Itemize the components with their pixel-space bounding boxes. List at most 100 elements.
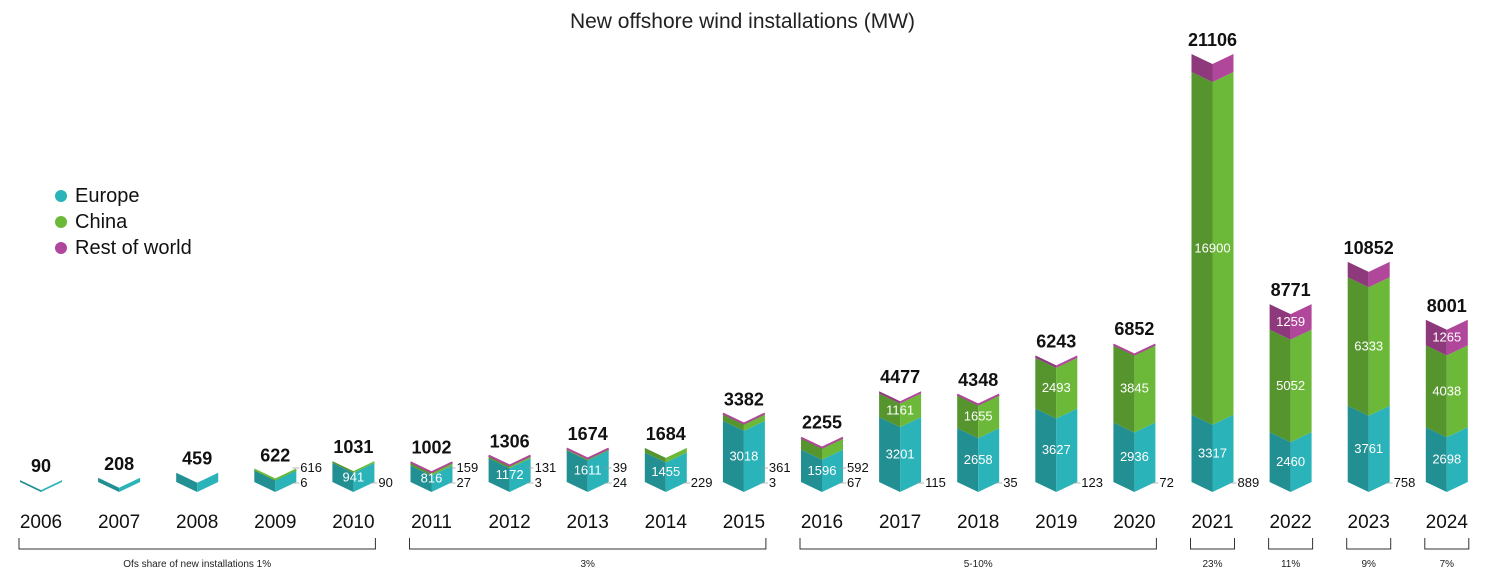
bar-europe-2007-left [98, 477, 120, 492]
bar-europe-2019-right [1056, 408, 1078, 492]
bar-europe-2015-right [743, 420, 765, 492]
bar-china-2021-right [1212, 72, 1234, 425]
total-label-2009: 622 [260, 445, 290, 465]
share-bracket-2 [799, 538, 1157, 550]
side-label-2011-0: 159 [457, 460, 479, 475]
side-label-2009-0: 616 [300, 460, 322, 475]
segment-label-china-2018: 1655 [964, 408, 993, 423]
bar-europe-2016-left [801, 449, 822, 492]
x-tick-label-2009: 2009 [254, 512, 296, 533]
segment-label-europe-2017: 3201 [886, 447, 915, 462]
bar-rest-of-world-2022-right [1290, 304, 1312, 340]
bar-europe-2011-right [431, 465, 453, 492]
bar-china-2023-left [1347, 277, 1369, 416]
segment-label-europe-2018: 2658 [964, 452, 993, 467]
bar-europe-2023-left [1347, 405, 1369, 492]
bar-europe-2010-right [353, 462, 375, 492]
bar-china-2009 [253, 468, 297, 481]
bar-rest-of-world-2020 [1112, 343, 1156, 356]
x-tick-label-2016: 2016 [801, 512, 843, 533]
share-bracket-0 [18, 538, 376, 550]
side-label-2019-0: 123 [1081, 475, 1103, 490]
bar-europe-2017-right [900, 417, 922, 492]
segment-label-china-2020: 3845 [1120, 380, 1149, 395]
bar-europe-2009-right [275, 469, 297, 492]
bar-europe-2006-right [41, 480, 62, 492]
side-label-2013-1: 24 [613, 475, 627, 490]
bar-europe-2024-left [1425, 427, 1447, 492]
bar-china-2016-left [801, 437, 822, 460]
x-tick-label-2013: 2013 [567, 512, 609, 533]
total-label-2015: 3382 [724, 389, 764, 409]
bar-china-2018-left [957, 394, 979, 439]
side-label-2021-0: 889 [1238, 475, 1260, 490]
bar-china-2022-left [1269, 329, 1291, 443]
bar-china-2019-right [1056, 357, 1078, 419]
total-label-2016: 2255 [802, 412, 842, 432]
legend-label-europe: Europe [75, 184, 140, 207]
x-tick-label-2023: 2023 [1348, 512, 1390, 533]
bar-europe-2018-left [957, 428, 979, 492]
side-label-2013-0: 39 [613, 460, 627, 475]
bar-europe-2021-left [1191, 414, 1213, 492]
bar-europe-2018-right [978, 428, 1000, 492]
segment-label-europe-2015: 3018 [729, 448, 758, 463]
total-label-2018: 4348 [958, 370, 998, 390]
bar-china-2024-right [1446, 345, 1468, 438]
bar-rest-of-world-2015 [722, 412, 766, 425]
share-label-5: 9% [1361, 559, 1376, 570]
total-label-2024: 8001 [1427, 296, 1467, 316]
segment-label-china-2021: 16900 [1194, 240, 1230, 255]
side-label-2015-1: 3 [769, 475, 776, 490]
bar-rest-of-world-2024-left [1425, 319, 1447, 356]
share-label-6: 7% [1440, 559, 1455, 570]
bar-china-2019-left [1035, 357, 1057, 419]
total-label-2020: 6852 [1114, 319, 1154, 339]
side-label-2017-0: 115 [925, 475, 946, 490]
x-tick-label-2011: 2011 [411, 512, 452, 533]
segment-label-europe-2024: 2698 [1432, 452, 1461, 467]
bar-europe-2013-left [566, 449, 588, 492]
bar-rest-of-world-2021-left [1191, 54, 1213, 83]
bar-rest-of-world-2019-left [1035, 355, 1057, 368]
bar-china-2022-right [1290, 329, 1312, 443]
legend-swatch-rest-of-world [55, 242, 67, 254]
share-bracket-4 [1268, 538, 1314, 550]
share-bracket-5 [1346, 538, 1392, 550]
bar-europe-2017-left [879, 417, 901, 492]
legend: Europe China Rest of world [55, 183, 192, 261]
bar-rest-of-world-2023-left [1347, 261, 1369, 288]
bar-rest-of-world-2012 [488, 454, 532, 467]
bar-europe-2016-right [822, 449, 843, 492]
total-label-2008: 459 [182, 449, 212, 469]
bar-china-2021-left [1191, 72, 1213, 425]
total-label-2014: 1684 [646, 424, 686, 444]
segment-label-europe-2016: 1596 [808, 463, 837, 478]
share-bracket-6 [1424, 538, 1470, 550]
bar-china-2017-left [879, 393, 901, 428]
bar-china-2017-right [900, 393, 922, 428]
share-label-2: 5-10% [964, 559, 993, 570]
total-label-2012: 1306 [490, 432, 530, 452]
bar-europe-2021-right [1212, 414, 1234, 492]
bar-china-2010-left [332, 461, 354, 473]
bar-europe-2014-left [644, 452, 666, 492]
bar-rest-of-world-2016 [800, 436, 844, 449]
bar-rest-of-world-2022-left [1269, 304, 1291, 340]
legend-swatch-europe [55, 190, 67, 202]
bar-europe-2007-right [119, 477, 141, 492]
x-tick-label-2021: 2021 [1191, 512, 1233, 533]
bar-china-2024-left [1425, 345, 1447, 438]
side-label-2012-0: 131 [535, 460, 557, 475]
bar-europe-2011-left [410, 465, 432, 492]
x-tick-label-2020: 2020 [1113, 512, 1155, 533]
total-label-2019: 6243 [1036, 331, 1076, 351]
segment-label-europe-2021: 3317 [1198, 445, 1227, 460]
x-tick-label-2008: 2008 [176, 512, 218, 533]
bar-rest-of-world-2017-left [879, 391, 901, 404]
segment-label-rest-of-world-2022: 1259 [1276, 314, 1305, 329]
bar-china-2020-left [1113, 344, 1135, 433]
bar-china-2020-right [1134, 344, 1156, 433]
share-label-4: 11% [1281, 559, 1300, 570]
